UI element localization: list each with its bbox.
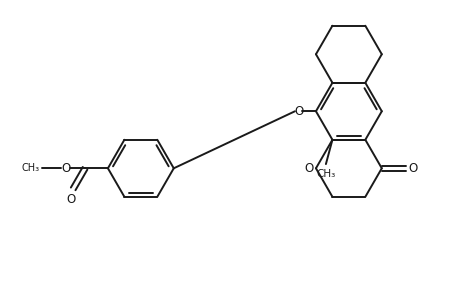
Text: CH₃: CH₃ bbox=[316, 169, 335, 178]
Text: CH₃: CH₃ bbox=[22, 163, 40, 173]
Text: O: O bbox=[67, 194, 76, 206]
Text: O: O bbox=[61, 162, 70, 175]
Text: O: O bbox=[293, 105, 302, 118]
Text: O: O bbox=[304, 162, 313, 175]
Text: O: O bbox=[408, 162, 417, 175]
